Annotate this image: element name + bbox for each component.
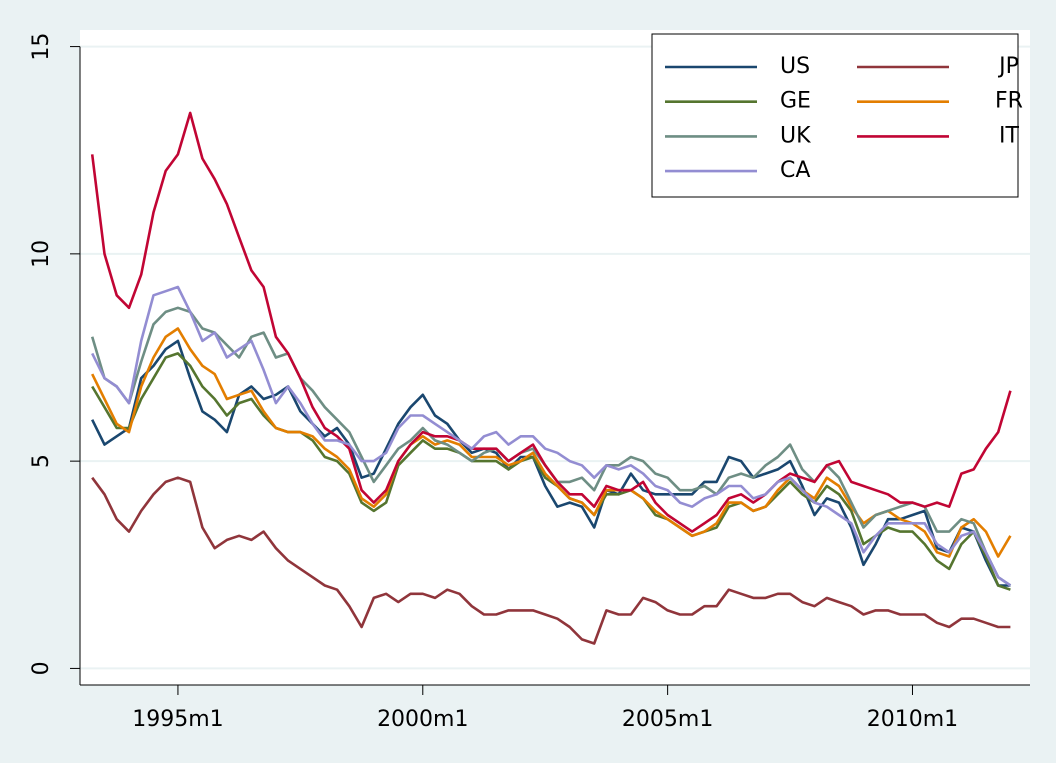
line [91,352,1011,591]
x-tick-label: 2000m1 [377,707,468,732]
y-tick-label: 10 [29,240,54,268]
legend-label: GE [780,89,811,114]
legend-label: UK [780,123,811,148]
y-tick-label: 15 [29,33,54,61]
y-tick-label: 0 [29,661,54,675]
x-tick-label: 1995m1 [132,707,223,732]
legend-box [651,33,1019,198]
y-tick-label: 5 [29,454,54,468]
line [91,285,1012,587]
legend-label: JP [997,54,1019,79]
x-tick-label: 2010m1 [867,707,958,732]
legend-label: IT [999,123,1019,148]
line [90,111,1012,533]
x-tick-label: 2005m1 [622,707,713,732]
line [91,476,1011,645]
legend-label: US [780,54,810,79]
line [91,339,1011,587]
legend-label: CA [780,158,810,183]
legend-label: FR [995,89,1023,114]
